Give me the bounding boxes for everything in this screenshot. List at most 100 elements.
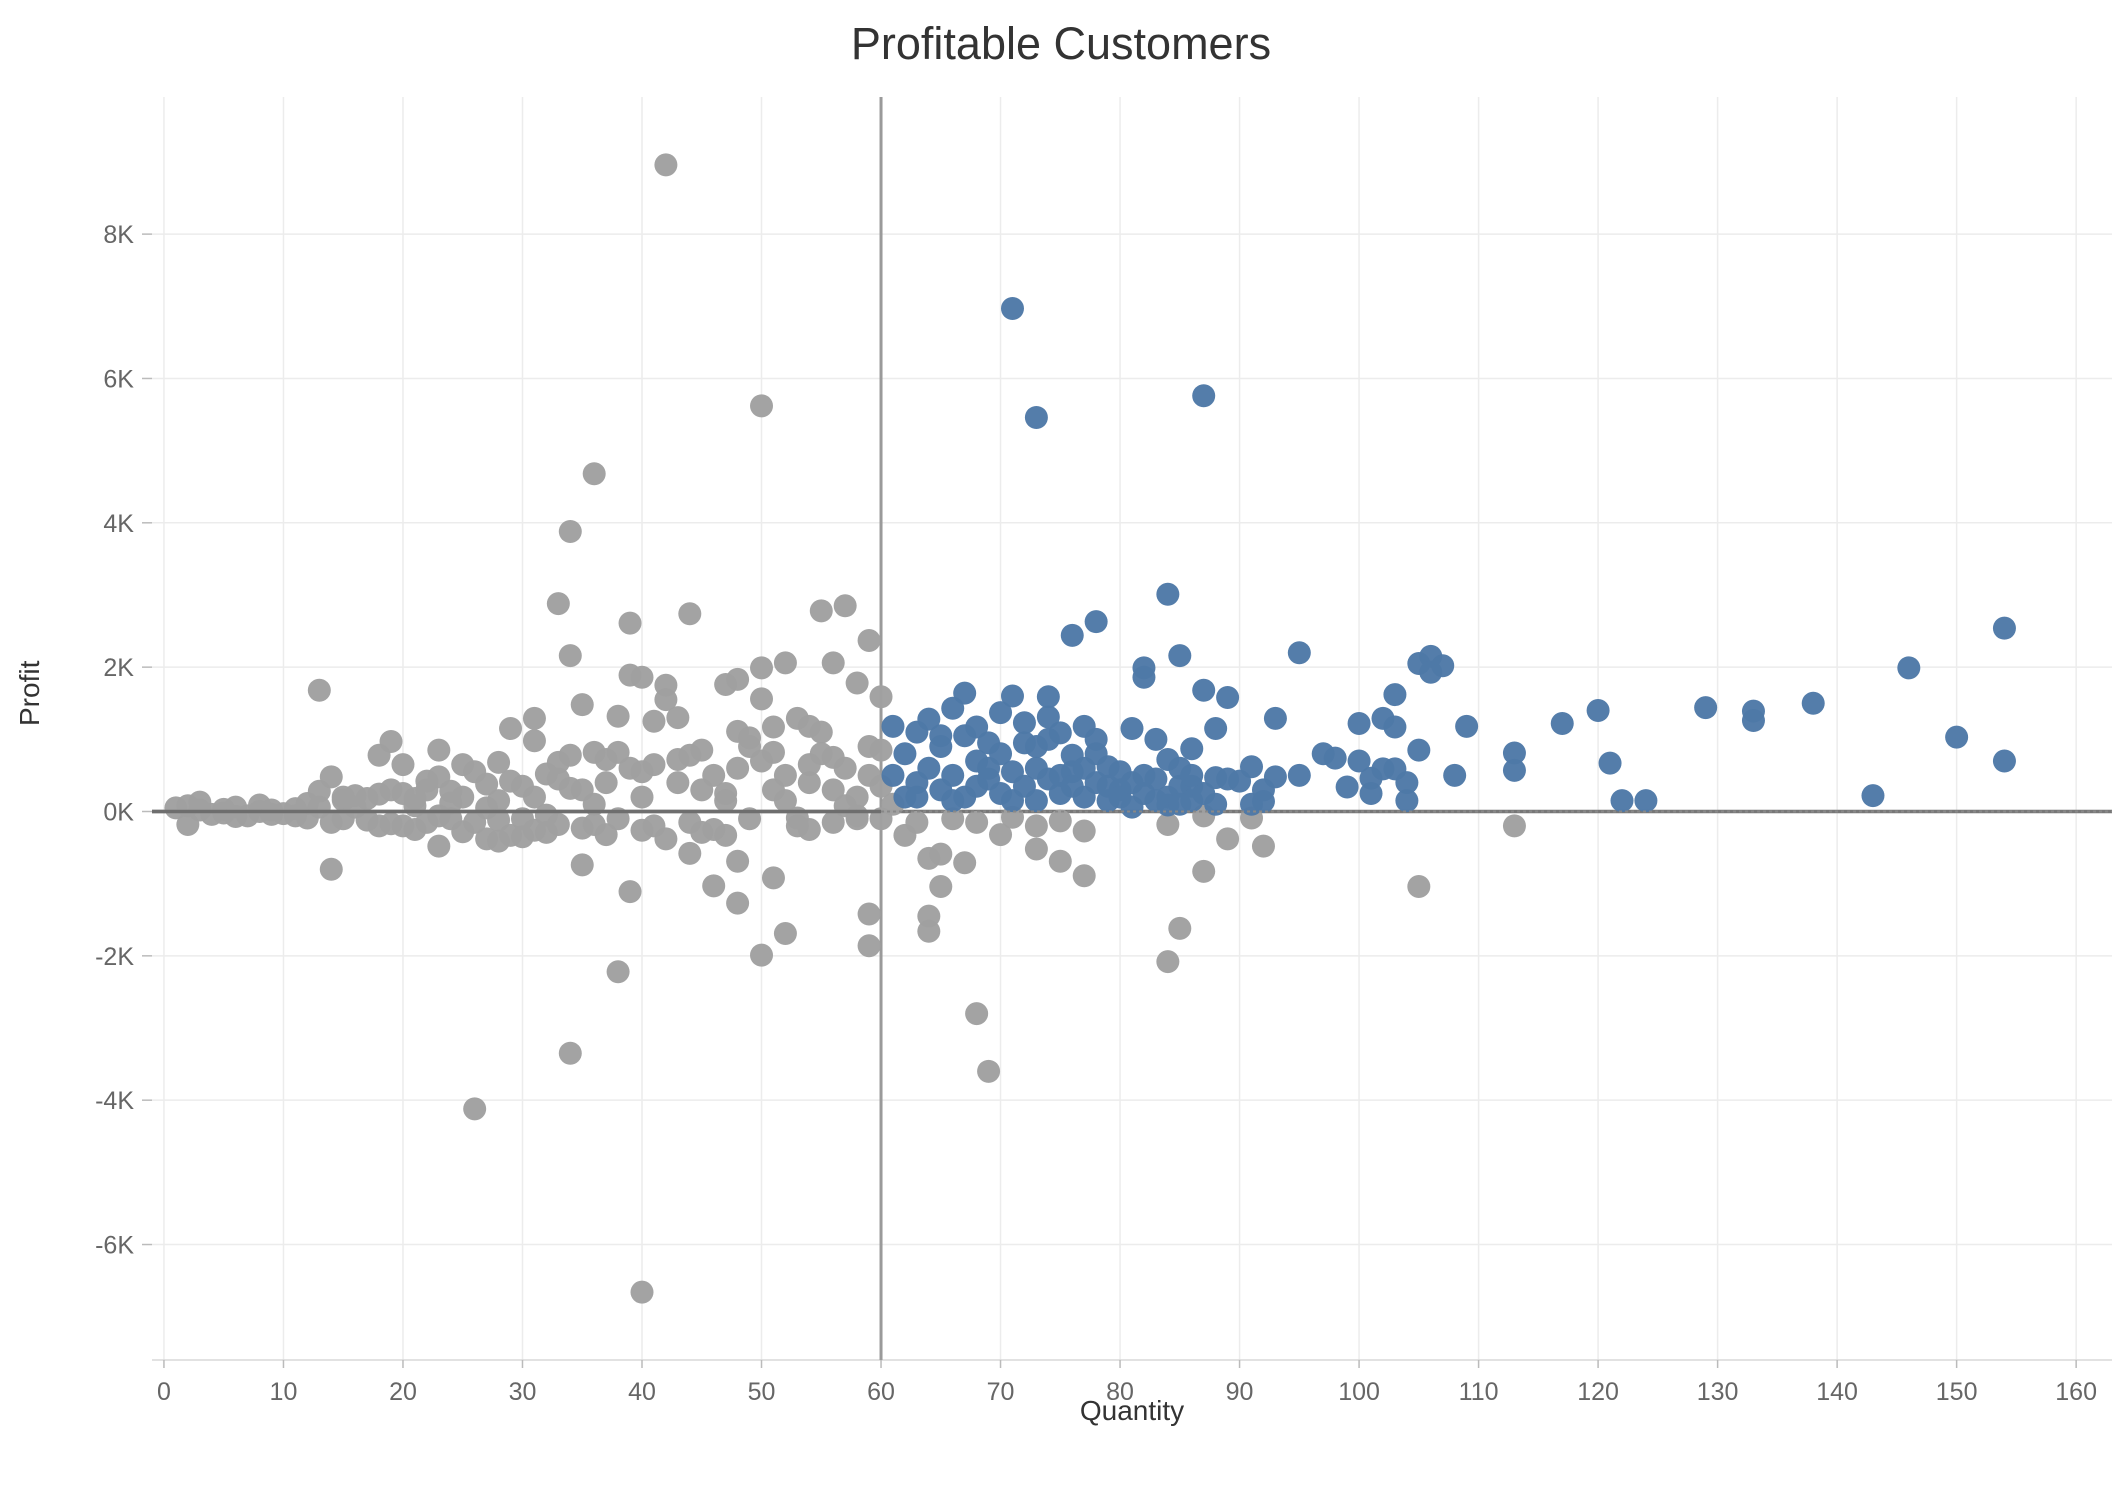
customer-point[interactable] — [403, 794, 427, 818]
profitable-point[interactable] — [1216, 685, 1240, 709]
customer-point[interactable] — [1072, 819, 1096, 843]
profitable-point[interactable] — [1347, 749, 1371, 773]
profitable-point[interactable] — [1192, 384, 1216, 408]
customer-point[interactable] — [487, 750, 511, 774]
customer-point[interactable] — [1048, 849, 1072, 873]
customer-point[interactable] — [965, 810, 989, 834]
customer-point[interactable] — [463, 1097, 487, 1121]
customer-point[interactable] — [666, 706, 690, 730]
profitable-point[interactable] — [1383, 715, 1407, 739]
customer-point[interactable] — [546, 592, 570, 616]
customer-point[interactable] — [307, 795, 331, 819]
customer-point[interactable] — [773, 921, 797, 945]
profitable-point[interactable] — [965, 774, 989, 798]
profitable-point[interactable] — [893, 742, 917, 766]
profitable-point[interactable] — [905, 785, 929, 809]
profitable-point[interactable] — [989, 701, 1013, 725]
profitable-point[interactable] — [1407, 738, 1431, 762]
customer-point[interactable] — [260, 802, 284, 826]
profitable-point[interactable] — [1000, 296, 1024, 320]
profitable-point[interactable] — [1383, 757, 1407, 781]
customer-point[interactable] — [666, 771, 690, 795]
customer-point[interactable] — [773, 763, 797, 787]
customer-point[interactable] — [319, 857, 343, 881]
customer-point[interactable] — [606, 704, 630, 728]
customer-point[interactable] — [427, 738, 451, 762]
customer-point[interactable] — [570, 853, 594, 877]
customer-point[interactable] — [224, 805, 248, 829]
customer-point[interactable] — [809, 720, 833, 744]
customer-point[interactable] — [522, 706, 546, 730]
profitable-point[interactable] — [1992, 749, 2016, 773]
customer-point[interactable] — [1156, 950, 1180, 974]
customer-point[interactable] — [738, 735, 762, 759]
customer-point[interactable] — [833, 794, 857, 818]
profitable-point[interactable] — [1550, 711, 1574, 735]
customer-point[interactable] — [319, 765, 343, 789]
profitable-point[interactable] — [1861, 784, 1885, 808]
profitable-point[interactable] — [1144, 727, 1168, 751]
customer-point[interactable] — [1156, 812, 1180, 836]
customer-point[interactable] — [1407, 875, 1431, 899]
customer-point[interactable] — [606, 740, 630, 764]
customer-point[interactable] — [582, 812, 606, 836]
profitable-point[interactable] — [1060, 623, 1084, 647]
profitable-point[interactable] — [1251, 778, 1275, 802]
profitable-point[interactable] — [1012, 711, 1036, 735]
customer-point[interactable] — [654, 153, 678, 177]
profitable-point[interactable] — [917, 756, 941, 780]
profitable-point[interactable] — [1204, 792, 1228, 816]
customer-point[interactable] — [1072, 864, 1096, 888]
customer-point[interactable] — [654, 827, 678, 851]
customer-point[interactable] — [750, 943, 774, 967]
customer-point[interactable] — [463, 760, 487, 784]
profitable-point[interactable] — [1132, 665, 1156, 689]
customer-point[interactable] — [797, 771, 821, 795]
customer-point[interactable] — [630, 1280, 654, 1304]
profitable-point[interactable] — [881, 763, 905, 787]
customer-point[interactable] — [726, 849, 750, 873]
customer-point[interactable] — [750, 687, 774, 711]
customer-point[interactable] — [726, 756, 750, 780]
customer-point[interactable] — [1216, 827, 1240, 851]
profitable-point[interactable] — [1395, 789, 1419, 813]
profitable-point[interactable] — [1036, 727, 1060, 751]
profitable-point[interactable] — [1945, 725, 1969, 749]
customer-point[interactable] — [403, 818, 427, 842]
profitable-point[interactable] — [1502, 741, 1526, 765]
profitable-point[interactable] — [1180, 763, 1204, 787]
profitable-point[interactable] — [1634, 789, 1658, 813]
customer-point[interactable] — [1024, 814, 1048, 838]
profitable-point[interactable] — [1335, 775, 1359, 799]
profitable-point[interactable] — [1455, 714, 1479, 738]
customer-point[interactable] — [917, 919, 941, 943]
profitable-point[interactable] — [1347, 711, 1371, 735]
profitable-point[interactable] — [1598, 751, 1622, 775]
customer-point[interactable] — [702, 874, 726, 898]
customer-point[interactable] — [427, 834, 451, 858]
customer-point[interactable] — [821, 778, 845, 802]
profitable-point[interactable] — [1024, 405, 1048, 429]
profitable-point[interactable] — [1180, 737, 1204, 761]
customer-point[interactable] — [391, 753, 415, 777]
customer-point[interactable] — [905, 810, 929, 834]
customer-point[interactable] — [726, 891, 750, 915]
profitable-point[interactable] — [1801, 691, 1825, 715]
customer-point[interactable] — [702, 763, 726, 787]
profitable-point[interactable] — [1084, 742, 1108, 766]
profitable-point[interactable] — [1000, 789, 1024, 813]
profitable-point[interactable] — [1168, 792, 1192, 816]
customer-point[interactable] — [1251, 834, 1275, 858]
customer-point[interactable] — [857, 902, 881, 926]
customer-point[interactable] — [630, 760, 654, 784]
customer-point[interactable] — [618, 880, 642, 904]
profitable-point[interactable] — [941, 789, 965, 813]
customer-point[interactable] — [761, 740, 785, 764]
profitable-point[interactable] — [1240, 755, 1264, 779]
customer-point[interactable] — [618, 611, 642, 635]
profitable-point[interactable] — [1036, 685, 1060, 709]
customer-point[interactable] — [283, 804, 307, 828]
customer-point[interactable] — [941, 807, 965, 831]
customer-point[interactable] — [307, 678, 331, 702]
customer-point[interactable] — [1024, 837, 1048, 861]
